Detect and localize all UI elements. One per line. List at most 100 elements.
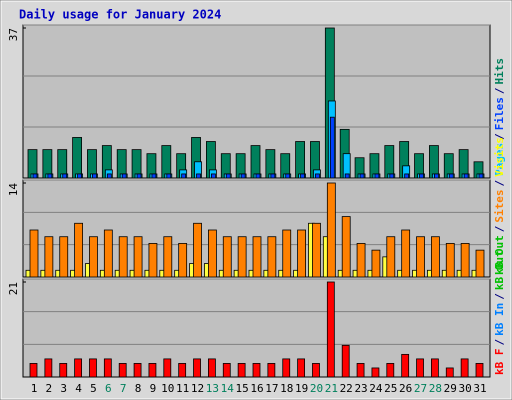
- x-tick-label: 27: [414, 382, 427, 395]
- bar: [428, 145, 439, 179]
- bar: [448, 173, 454, 179]
- bar: [475, 249, 485, 278]
- bar: [374, 173, 380, 179]
- legend-entry: /: [493, 225, 506, 232]
- bar: [267, 363, 276, 378]
- x-tick-label: 20: [310, 382, 323, 395]
- x-tick-label: 21: [325, 382, 338, 395]
- bar: [72, 137, 82, 179]
- bar: [181, 173, 187, 179]
- x-tick-label: 7: [120, 382, 127, 395]
- bar: [77, 173, 82, 179]
- bar: [59, 236, 69, 278]
- bar: [196, 173, 201, 179]
- bar: [118, 236, 128, 278]
- bar: [250, 145, 261, 179]
- bar: [106, 173, 112, 179]
- y-tick-label: 21: [7, 282, 20, 295]
- x-tick-label: 11: [176, 382, 189, 395]
- x-tick-label: 31: [473, 382, 486, 395]
- bar: [103, 229, 113, 278]
- x-tick-label: 9: [150, 382, 157, 395]
- bar: [312, 363, 320, 378]
- x-tick-label: 14: [221, 382, 235, 395]
- bar: [161, 145, 172, 179]
- bar: [463, 173, 469, 179]
- bar: [430, 358, 439, 378]
- x-tick-label: 4: [75, 382, 82, 395]
- bar: [416, 236, 425, 278]
- legend: Pages / Files / Hits: [493, 58, 506, 176]
- x-tick-label: 8: [135, 382, 142, 395]
- bar: [237, 236, 247, 278]
- bar: [371, 367, 380, 378]
- legend-entry: Hits: [493, 58, 506, 85]
- bar: [240, 173, 246, 179]
- y-tick-label: 14: [7, 183, 20, 197]
- bar: [59, 363, 68, 378]
- bar: [193, 358, 201, 378]
- bar: [32, 173, 38, 179]
- x-tick-label: 28: [429, 382, 442, 395]
- bar: [178, 243, 188, 278]
- bar: [329, 116, 335, 179]
- legend-entry: kB Out: [493, 235, 506, 275]
- legend: kB F / kB In / kB Out: [493, 250, 506, 375]
- bar: [430, 236, 440, 278]
- bar: [207, 229, 217, 278]
- x-tick-label: 30: [459, 382, 472, 395]
- x-tick-label: 16: [250, 382, 263, 395]
- bar: [252, 236, 262, 278]
- bar: [401, 229, 411, 278]
- bar: [478, 173, 484, 179]
- x-tick-label: 22: [340, 382, 353, 395]
- legend-entry: /: [493, 339, 506, 346]
- bar: [237, 363, 246, 378]
- legend-entry: kB In: [493, 303, 506, 336]
- x-tick-label: 23: [354, 382, 367, 395]
- bar: [29, 363, 38, 378]
- bar: [252, 363, 261, 378]
- bar: [419, 173, 424, 179]
- bar: [89, 236, 98, 278]
- legend-entry: Files: [493, 97, 506, 130]
- bar: [445, 367, 454, 378]
- x-tick-label: 13: [206, 382, 219, 395]
- bar: [255, 173, 261, 179]
- bar: [300, 173, 306, 179]
- bar: [89, 358, 97, 378]
- bar: [282, 229, 292, 278]
- bar: [295, 141, 306, 179]
- bar: [74, 358, 82, 378]
- bar: [210, 173, 216, 179]
- bar: [151, 173, 157, 179]
- bar: [121, 173, 127, 179]
- x-tick-label: 17: [265, 382, 278, 395]
- x-tick-label: 29: [444, 382, 457, 395]
- x-tick-label: 10: [161, 382, 174, 395]
- bar: [475, 363, 484, 378]
- bar: [166, 173, 172, 179]
- x-tick-label: 18: [280, 382, 293, 395]
- bar: [178, 363, 187, 378]
- bar: [460, 358, 469, 378]
- bar: [384, 145, 395, 179]
- bar: [47, 173, 53, 179]
- bar: [193, 222, 202, 278]
- bar: [433, 173, 439, 179]
- x-tick-label: 26: [399, 382, 412, 395]
- bar: [326, 281, 335, 378]
- bar: [62, 173, 68, 179]
- x-tick-label: 12: [191, 382, 204, 395]
- x-tick-label: 25: [384, 382, 397, 395]
- bar: [401, 353, 410, 378]
- legend-entry: kB F: [493, 349, 506, 376]
- plot-area: [22, 278, 491, 378]
- bar: [148, 363, 157, 378]
- bar: [207, 358, 216, 378]
- bar: [341, 344, 350, 378]
- bar: [371, 249, 381, 278]
- x-tick-label: 3: [60, 382, 67, 395]
